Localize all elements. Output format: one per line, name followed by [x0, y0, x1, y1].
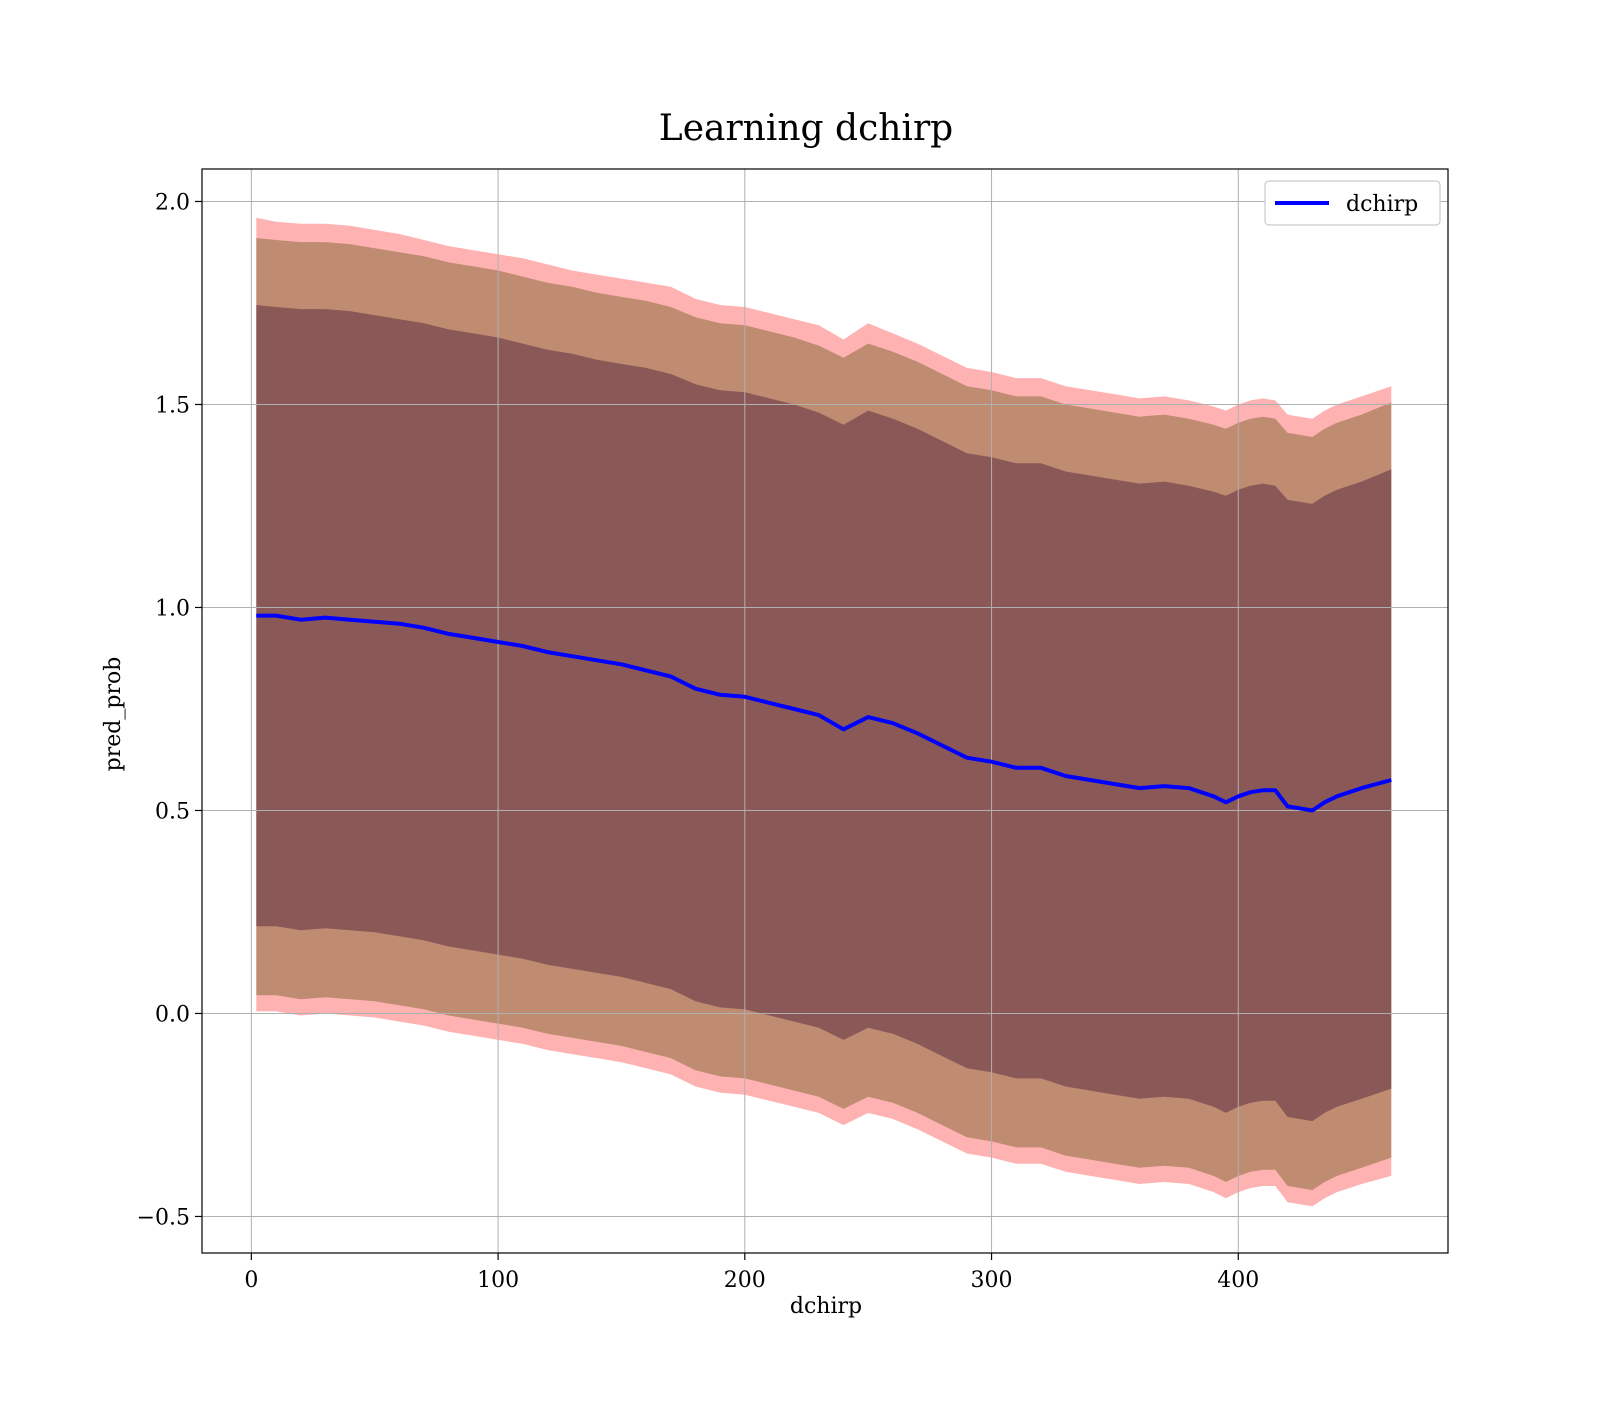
y-tick-label: −0.5: [137, 1205, 190, 1230]
series-line-dchirp: [256, 613, 1392, 813]
y-tick-label: 1.0: [155, 596, 190, 621]
y-axis-ticks: −0.5 0.0 0.5 1.0 1.5 2.0: [137, 190, 202, 1230]
legend-entry: dchirp: [1346, 192, 1418, 217]
x-tick-label: 100: [477, 1268, 519, 1293]
y-tick-label: 2.0: [155, 190, 190, 215]
band-middle: [256, 238, 1392, 1191]
confidence-bands: [256, 217, 1392, 1207]
band-inner: [256, 305, 1392, 1122]
x-tick-label: 400: [1217, 1268, 1259, 1293]
x-axis-label: dchirp: [790, 1294, 862, 1319]
grid-lines: [202, 169, 1448, 1253]
x-tick-label: 0: [244, 1268, 258, 1293]
x-tick-label: 300: [971, 1268, 1013, 1293]
x-tick-label: 200: [724, 1268, 766, 1293]
legend-box: [1264, 180, 1441, 226]
plot-frame: [201, 168, 1449, 1254]
series-lines: [256, 613, 1392, 813]
y-tick-label: 1.5: [155, 393, 190, 418]
x-axis-ticks: 0 100 200 300 400: [244, 1253, 1259, 1293]
legend: dchirp: [1264, 180, 1441, 226]
y-axis-label: pred_prob: [101, 657, 126, 772]
chart-title: Learning dchirp: [659, 108, 953, 149]
y-tick-label: 0.0: [155, 1002, 190, 1027]
y-tick-label: 0.5: [155, 799, 190, 824]
